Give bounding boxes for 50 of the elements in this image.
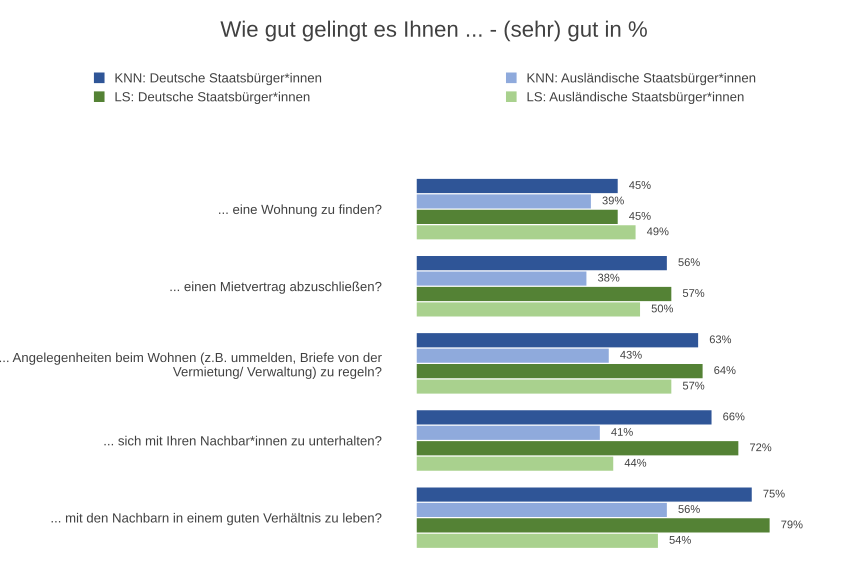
data-label: 45% [629,212,651,220]
bar [416,426,600,440]
data-label: 72% [750,443,772,452]
bar [416,379,672,394]
data-label: 54% [669,536,691,544]
legend-label: LS: Ausländische Staatsbürger*innen [528,92,744,104]
y-tick-label: ... sich mit Ihren Nachbar*innen zu unterhalten? [104,436,382,446]
bar [416,410,712,425]
bar [416,348,609,363]
data-label: 44% [624,458,646,467]
data-label: 79% [781,520,803,528]
data-label: 38% [598,274,620,282]
bar [416,271,586,286]
bar [416,456,614,471]
data-label: 45% [629,181,651,189]
data-label: 56% [678,258,700,266]
legend-label: LS: Deutsche Staatsbürger*innen [115,92,310,104]
data-label: 75% [763,490,785,498]
legend-label: KNN: Ausländische Staatsbürger*innen [528,72,756,86]
bar [416,178,618,194]
data-label: 50% [652,304,674,312]
data-label: 57% [682,382,704,390]
y-tick-label: ... mit den Nachbarn in einem guten Verhältnis zu leben? [52,512,382,526]
data-label: 64% [714,366,736,374]
y-tick-label: ... eine Wohnung zu finden? [219,204,382,217]
bar [416,502,667,518]
data-label: 43% [620,350,642,359]
bar [416,518,770,532]
bar [416,534,658,548]
bar [416,364,703,378]
bar [416,286,672,302]
data-label: 66% [723,412,744,420]
bar [416,487,752,502]
y-tick-label: ... einen Mietvertrag abzuschließen? [170,282,382,294]
data-label: 63% [710,335,732,344]
bar [416,256,667,270]
bar [416,225,636,240]
legend-label: KNN: Deutsche Staatsbürger*innen [115,72,322,86]
bar [416,210,618,224]
y-tick-label: ... Angelegenheiten beim Wohnen (z.B. ummelden, Briefe von der Vermietung/ Verwaltung) zu regeln? [0,352,382,379]
data-label: 49% [646,227,669,236]
data-label: 57% [682,289,704,297]
data-label: 39% [602,196,624,204]
bar [416,333,698,348]
bar [416,441,738,456]
chart-title: Wie gut gelingt es Ihnen ... - (sehr) gut in % [220,20,647,42]
data-label: 56% [678,505,700,513]
data-label: 41% [611,428,633,436]
bar [416,194,591,209]
bar [416,302,640,317]
